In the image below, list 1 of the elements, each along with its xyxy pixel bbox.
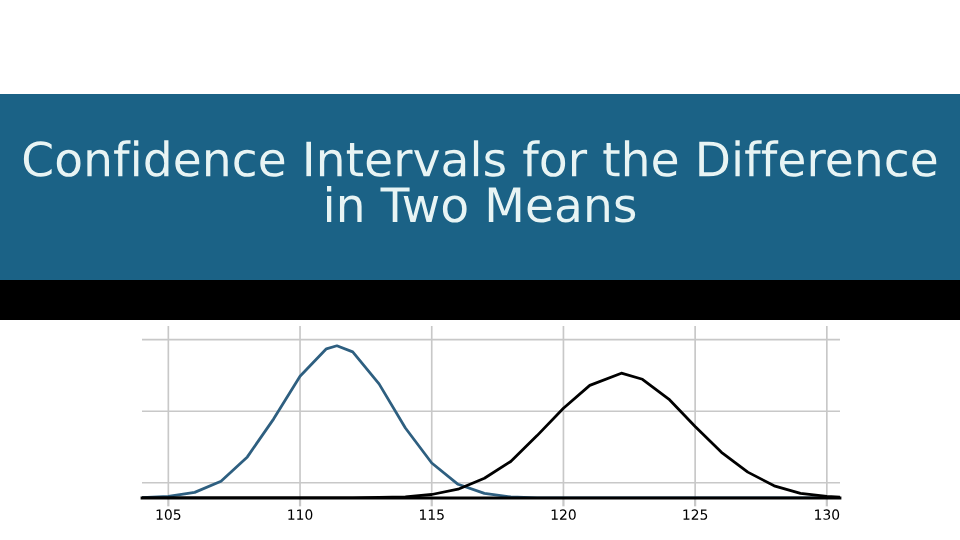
chart-title: Confidence Intervals for the Difference in Two Means — [23, 140, 937, 223]
